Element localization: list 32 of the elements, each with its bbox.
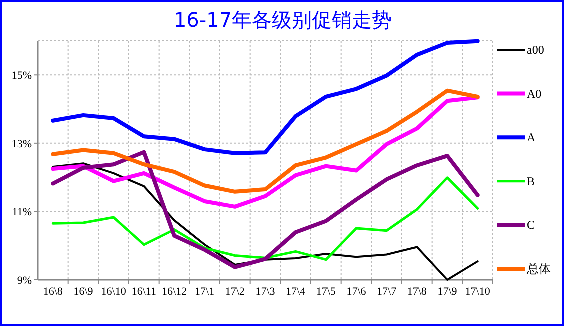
y-tick-label: 15% [12,70,32,82]
x-tick-label: 17\7 [377,286,398,298]
y-tick-label: 13% [12,138,32,150]
x-tick-label: 17\3 [256,286,276,298]
x-tick-label: 17\8 [407,286,428,298]
line-series [52,176,480,262]
x-tick-label: 16\11 [132,286,156,298]
x-tick-label: 16\10 [101,286,127,298]
legend-label: 总体 [526,262,551,276]
x-tick-label: 17\1 [195,286,215,298]
line-series [51,88,480,194]
legend-label: A0 [527,86,542,101]
legend-label: a00 [527,43,544,57]
x-tick-label: 16\9 [74,286,94,298]
line-series [51,39,480,156]
line-series [51,96,480,209]
y-tick-label: 9% [17,275,32,287]
x-tick-label: 16\12 [162,286,188,298]
x-tick-label: 17\10 [465,286,491,298]
line-series [51,150,480,270]
legend-label: A [527,130,536,145]
x-tick-label: 17\2 [225,286,245,298]
line-series [52,162,479,281]
x-tick-label: 17\9 [438,286,458,298]
y-tick-label: 11% [12,206,32,219]
chart-title: 16-17年各级别促销走势 [174,8,392,32]
x-tick-label: 17\6 [346,286,367,298]
legend-label: C [527,218,536,232]
x-tick-label: 17\5 [316,286,336,298]
legend-label: B [527,174,536,188]
x-tick-label: 16\8 [43,286,64,298]
x-tick-label: 17\4 [286,286,306,298]
